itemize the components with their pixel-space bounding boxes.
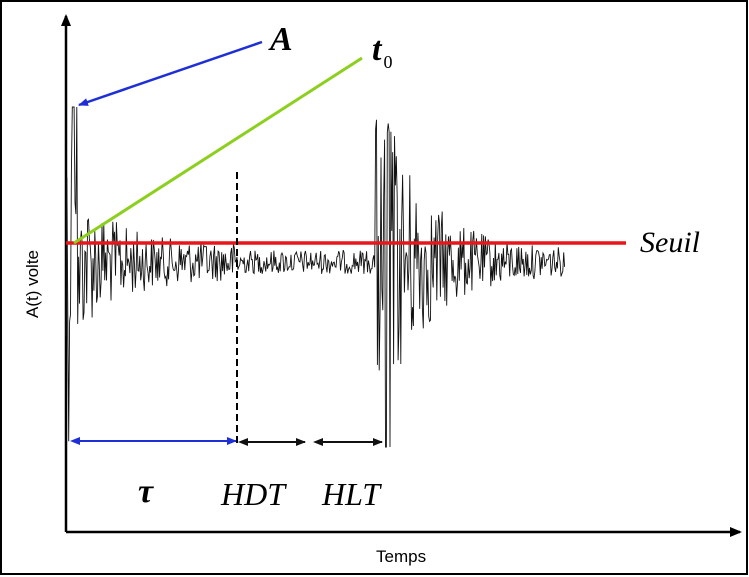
- amplitude-label: A: [268, 21, 293, 58]
- signal-waveform: [65, 106, 566, 448]
- x-axis-label: Temps: [376, 547, 426, 566]
- hdt-label: HDT: [220, 476, 287, 512]
- t0-label-base: t: [372, 31, 383, 68]
- threshold-label: Seuil: [640, 226, 700, 259]
- hlt-label: HLT: [321, 476, 382, 512]
- amplitude-arrow: [78, 40, 263, 107]
- t0-label-subscript: 0: [383, 52, 392, 72]
- hlt-arrow-start: [313, 438, 323, 446]
- tau-label: τ: [138, 473, 154, 510]
- tau-arrow-start: [70, 437, 80, 445]
- signal-trace: [65, 106, 566, 448]
- hdt-arrow-start: [238, 438, 248, 446]
- t0-line: [73, 56, 363, 245]
- y-axis-label: A(t) volte: [23, 250, 42, 318]
